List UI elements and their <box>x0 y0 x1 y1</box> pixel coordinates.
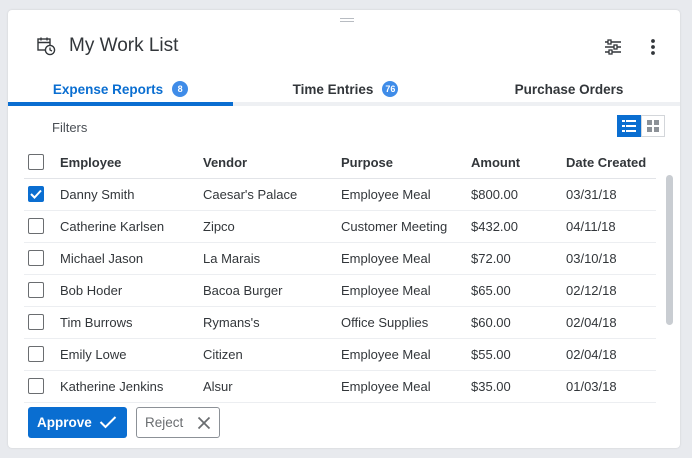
row-checkbox[interactable] <box>28 282 44 298</box>
filters-label[interactable]: Filters <box>52 120 88 135</box>
date-cell: 02/12/18 <box>566 274 656 307</box>
vendor-cell: Rymans's <box>203 306 341 339</box>
tab-label: Purchase Orders <box>514 81 624 97</box>
column-header-amount[interactable]: Amount <box>471 147 566 179</box>
amount-cell: $65.00 <box>471 274 566 307</box>
employee-cell: Michael Jason <box>60 242 203 275</box>
vendor-cell: Caesar's Palace <box>203 178 341 211</box>
scrollbar[interactable] <box>666 175 673 325</box>
column-header-employee[interactable]: Employee <box>60 147 203 179</box>
purpose-cell: Office Supplies <box>341 306 471 339</box>
checkmark-icon <box>30 189 42 199</box>
amount-cell: $72.00 <box>471 242 566 275</box>
count-badge: 76 <box>382 81 399 97</box>
column-header-date-created[interactable]: Date Created <box>566 147 656 179</box>
vendor-cell: Citizen <box>203 338 341 371</box>
vendor-cell: Alsur <box>203 370 341 403</box>
page-title: My Work List <box>69 35 179 56</box>
vendor-cell: La Marais <box>203 242 341 275</box>
vendor-cell: Bacoa Burger <box>203 274 341 307</box>
more-vertical-icon[interactable] <box>645 37 661 57</box>
purpose-cell: Employee Meal <box>341 370 471 403</box>
row-checkbox[interactable] <box>28 218 44 234</box>
purpose-cell: Employee Meal <box>341 178 471 211</box>
vendor-cell: Zipco <box>203 210 341 243</box>
calendar-clock-icon <box>37 37 56 56</box>
date-cell: 03/31/18 <box>566 178 656 211</box>
amount-cell: $800.00 <box>471 178 566 211</box>
row-checkbox[interactable] <box>28 250 44 266</box>
select-all-checkbox[interactable] <box>28 154 44 171</box>
view-toggle <box>617 115 665 137</box>
table-header-row: Employee Vendor Purpose Amount Date Crea… <box>24 147 656 179</box>
approve-button[interactable]: Approve <box>28 407 127 438</box>
row-checkbox[interactable] <box>28 314 44 330</box>
date-cell: 03/10/18 <box>566 242 656 275</box>
employee-cell: Danny Smith <box>60 178 203 211</box>
table-row[interactable]: Michael Jason La Marais Employee Meal $72.0… <box>24 242 656 275</box>
amount-cell: $60.00 <box>471 306 566 339</box>
grid-view-button[interactable] <box>641 115 665 137</box>
tab-bar: Expense Reports 8 Time Entries 76 Purcha… <box>8 72 680 106</box>
card-header: My Work List <box>8 32 680 62</box>
close-icon <box>197 416 211 430</box>
date-cell: 02/04/18 <box>566 338 656 371</box>
date-cell: 01/03/18 <box>566 370 656 403</box>
employee-cell: Bob Hoder <box>60 274 203 307</box>
active-tab-indicator <box>8 102 233 106</box>
approve-button-label: Approve <box>37 415 92 430</box>
tab-purchase-orders[interactable]: Purchase Orders <box>458 72 680 106</box>
purpose-cell: Employee Meal <box>341 274 471 307</box>
employee-cell: Katherine Jenkins <box>60 370 203 403</box>
amount-cell: $35.00 <box>471 370 566 403</box>
tab-time-entries[interactable]: Time Entries 76 <box>233 72 458 106</box>
tab-label: Time Entries <box>292 81 374 97</box>
tab-expense-reports[interactable]: Expense Reports 8 <box>8 72 233 106</box>
tab-underline <box>8 102 680 106</box>
grid-view-icon <box>647 120 659 132</box>
table-row[interactable]: Catherine Karlsen Zipco Customer Meeting $4… <box>24 210 656 243</box>
sliders-icon[interactable] <box>604 38 622 56</box>
table-row[interactable]: Tim Burrows Rymans's Office Supplies $60.00… <box>24 306 656 339</box>
row-checkbox[interactable] <box>28 346 44 362</box>
reject-button[interactable]: Reject <box>136 407 220 438</box>
reject-button-label: Reject <box>145 415 184 430</box>
row-checkbox[interactable] <box>28 378 44 394</box>
checkmark-icon <box>99 416 117 429</box>
work-list-card: My Work List Expense Reports 8 Time Entr… <box>8 10 680 448</box>
purpose-cell: Customer Meeting <box>341 210 471 243</box>
list-view-button[interactable] <box>617 115 641 137</box>
expense-table: Employee Vendor Purpose Amount Date Crea… <box>24 147 656 403</box>
table-row[interactable]: Katherine Jenkins Alsur Employee Meal $35.0… <box>24 370 656 403</box>
tab-label: Expense Reports <box>52 81 164 97</box>
count-badge: 8 <box>172 81 189 97</box>
purpose-cell: Employee Meal <box>341 338 471 371</box>
table-row[interactable]: Danny Smith Caesar's Palace Employee Meal $… <box>24 178 656 211</box>
employee-cell: Emily Lowe <box>60 338 203 371</box>
table-row[interactable]: Emily Lowe Citizen Employee Meal $55.00 02/0… <box>24 338 656 371</box>
column-header-purpose[interactable]: Purpose <box>341 147 471 179</box>
table-row[interactable]: Bob Hoder Bacoa Burger Employee Meal $65.00… <box>24 274 656 307</box>
list-view-icon <box>622 120 636 132</box>
drag-handle[interactable] <box>340 18 354 23</box>
amount-cell: $432.00 <box>471 210 566 243</box>
employee-cell: Catherine Karlsen <box>60 210 203 243</box>
row-checkbox[interactable] <box>28 186 44 202</box>
amount-cell: $55.00 <box>471 338 566 371</box>
purpose-cell: Employee Meal <box>341 242 471 275</box>
column-header-vendor[interactable]: Vendor <box>203 147 341 179</box>
date-cell: 02/04/18 <box>566 306 656 339</box>
date-cell: 04/11/18 <box>566 210 656 243</box>
employee-cell: Tim Burrows <box>60 306 203 339</box>
